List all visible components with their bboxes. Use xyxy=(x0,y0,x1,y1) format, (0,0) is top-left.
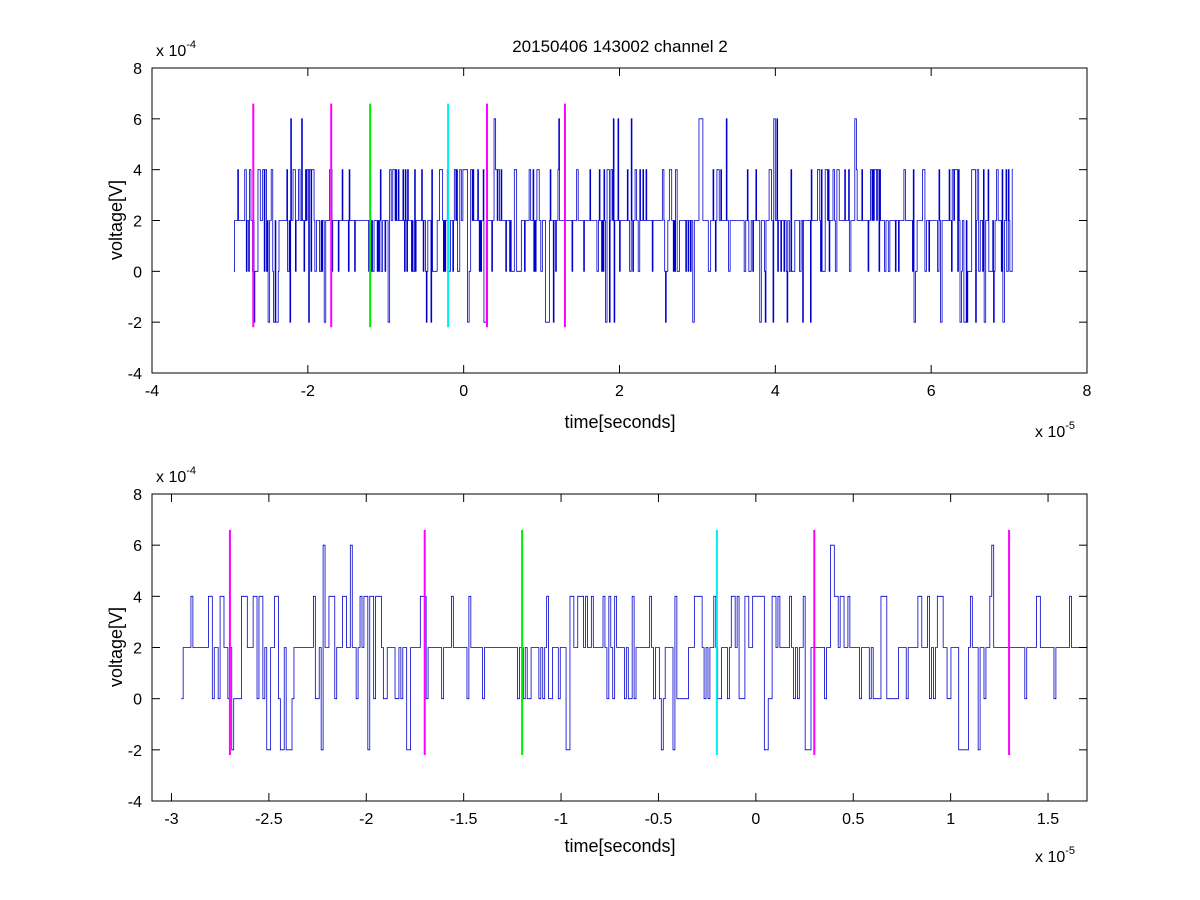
top-xtick-label: 0 xyxy=(459,383,468,400)
bottom-y-exponent-base: x 10 xyxy=(156,469,186,486)
bot-xtick-label: -2.5 xyxy=(255,811,283,828)
bot-xtick-label: -2 xyxy=(359,811,373,828)
chart-title: 20150406 143002 channel 2 xyxy=(512,37,728,56)
top-ytick-label: 0 xyxy=(133,264,142,281)
top-ytick-label: 4 xyxy=(133,163,142,180)
top-xtick-label: 4 xyxy=(771,383,780,400)
bottom-y-exponent: x 10-4 xyxy=(156,465,196,486)
bot-ytick-label: 0 xyxy=(133,692,142,709)
bot-xtick-label: -0.5 xyxy=(645,811,673,828)
top-ytick-label: 8 xyxy=(133,61,142,78)
top-ytick-label: 6 xyxy=(133,112,142,129)
bot-xtick-label: -3 xyxy=(164,811,178,828)
bot-ytick-label: -2 xyxy=(128,743,142,760)
bot-xtick-label: 0 xyxy=(751,811,760,828)
bottom-y-axis-label: voltage[V] xyxy=(106,607,126,687)
top-xtick-label: -2 xyxy=(301,383,315,400)
top-xtick-label: 6 xyxy=(927,383,936,400)
bot-signal-path xyxy=(181,544,1087,751)
bottom-x-axis-label: time[seconds] xyxy=(564,836,675,856)
top-ytick-label: -2 xyxy=(128,315,142,332)
top-event-markers xyxy=(252,103,566,328)
bottom-signal-trace xyxy=(181,544,1087,751)
bottom-event-markers xyxy=(228,529,1011,755)
top-y-ticks: -4 -2 0 2 4 6 8 xyxy=(128,61,1087,383)
bottom-x-exponent: x 10-5 xyxy=(1035,845,1075,866)
top-y-exponent: x 10-4 xyxy=(156,39,196,60)
top-signal-path xyxy=(233,118,1013,323)
bot-ytick-label: 4 xyxy=(133,589,142,606)
top-xtick-label: 2 xyxy=(615,383,624,400)
top-x-axis-label: time[seconds] xyxy=(564,412,675,432)
top-y-exponent-power: -4 xyxy=(186,39,196,51)
top-y-axis-label: voltage[V] xyxy=(106,180,126,260)
top-ytick-label: 2 xyxy=(133,214,142,231)
top-ytick-label: -4 xyxy=(128,366,142,383)
bot-xtick-label: -1.5 xyxy=(450,811,478,828)
bottom-x-exponent-power: -5 xyxy=(1065,845,1075,857)
bot-ytick-label: 8 xyxy=(133,487,142,504)
top-x-exponent: x 10-5 xyxy=(1035,420,1075,441)
bottom-x-ticks: -3 -2.5 -2 -1.5 -1 -0.5 0 0.5 1 1.5 xyxy=(164,494,1059,828)
top-x-ticks: -4 -2 0 2 4 6 8 xyxy=(145,68,1092,400)
top-x-exponent-base: x 10 xyxy=(1035,424,1065,441)
top-signal-trace xyxy=(233,118,1013,323)
top-xtick-label: 8 xyxy=(1083,383,1092,400)
bottom-y-exponent-power: -4 xyxy=(186,465,196,477)
bot-ytick-label: -4 xyxy=(128,794,142,811)
bottom-y-ticks: -4 -2 0 2 4 6 8 xyxy=(128,487,1087,811)
bottom-plot-panel: -3 -2.5 -2 -1.5 -1 -0.5 0 0.5 1 1.5 -4 -2 0 2 4 6 8 tim… xyxy=(106,465,1088,866)
top-xtick-label: -4 xyxy=(145,383,159,400)
bot-xtick-label: 1 xyxy=(946,811,955,828)
bottom-x-exponent-base: x 10 xyxy=(1035,849,1065,866)
top-plot-panel: -4 -2 0 2 4 6 8 -4 -2 0 2 4 6 8 time[seconds] voltag… xyxy=(106,39,1092,441)
bot-xtick-label: 0.5 xyxy=(842,811,864,828)
bot-ytick-label: 6 xyxy=(133,538,142,555)
top-y-exponent-base: x 10 xyxy=(156,43,186,60)
bot-xtick-label: -1 xyxy=(554,811,568,828)
bot-xtick-label: 1.5 xyxy=(1037,811,1059,828)
bot-ytick-label: 2 xyxy=(133,641,142,658)
top-x-exponent-power: -5 xyxy=(1065,420,1075,432)
